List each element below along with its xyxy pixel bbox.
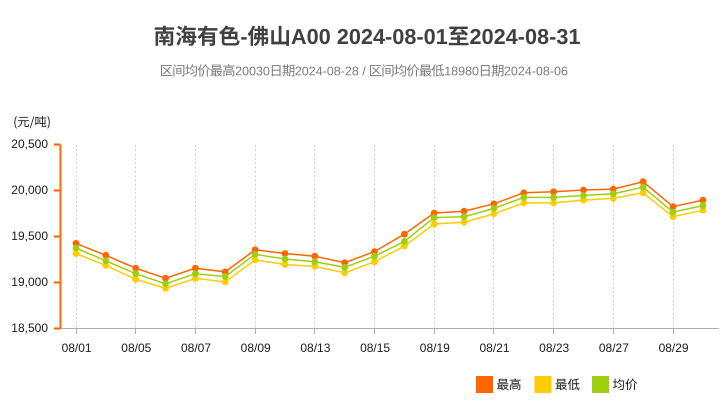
svg-text:18,500: 18,500 [11, 321, 48, 335]
svg-text:08/23: 08/23 [539, 341, 569, 355]
svg-text:08/13: 08/13 [300, 341, 330, 355]
svg-text:08/05: 08/05 [121, 341, 151, 355]
svg-text:08/29: 08/29 [659, 341, 689, 355]
svg-text:08/19: 08/19 [420, 341, 450, 355]
svg-text:08/07: 08/07 [181, 341, 211, 355]
svg-text:19,000: 19,000 [11, 275, 48, 289]
svg-text:08/15: 08/15 [360, 341, 390, 355]
svg-text:08/27: 08/27 [599, 341, 629, 355]
svg-text:19,500: 19,500 [11, 229, 48, 243]
svg-text:20,000: 20,000 [11, 183, 48, 197]
svg-text:08/09: 08/09 [241, 341, 271, 355]
svg-text:08/01: 08/01 [62, 341, 92, 355]
svg-text:20,500: 20,500 [11, 137, 48, 151]
svg-text:08/21: 08/21 [479, 341, 509, 355]
